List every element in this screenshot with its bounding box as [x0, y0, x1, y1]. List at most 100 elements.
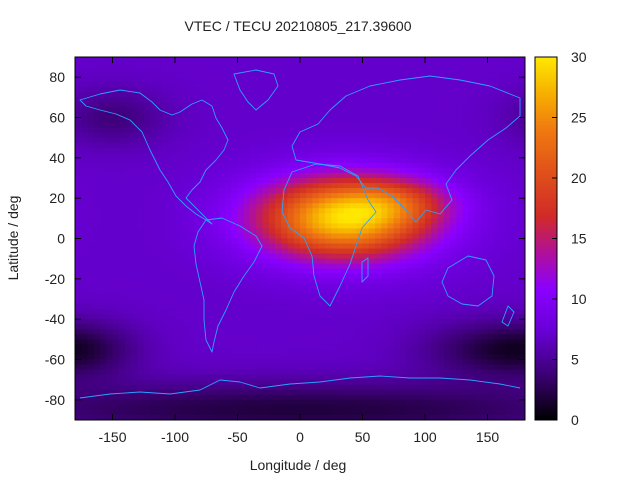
heatmap-cell	[231, 344, 239, 351]
heatmap-cell	[87, 87, 95, 93]
heatmap-cell	[281, 329, 289, 335]
heatmap-cell	[275, 293, 282, 300]
heatmap-cell	[150, 349, 157, 356]
heatmap-cell	[137, 359, 145, 366]
heatmap-cell	[493, 299, 501, 305]
heatmap-cell	[468, 293, 476, 300]
heatmap-cell	[162, 253, 170, 260]
heatmap-cell	[212, 258, 220, 265]
heatmap-cell	[412, 77, 420, 83]
heatmap-cell	[162, 258, 170, 265]
heatmap-cell	[225, 87, 232, 93]
heatmap-cell	[381, 268, 389, 275]
heatmap-cell	[475, 97, 482, 103]
heatmap-cell	[87, 404, 95, 411]
heatmap-cell	[406, 379, 414, 386]
heatmap-cell	[150, 122, 157, 129]
heatmap-cell	[193, 319, 201, 325]
heatmap-cell	[175, 198, 182, 204]
heatmap-cell	[393, 283, 401, 290]
heatmap-cell	[87, 374, 95, 381]
heatmap-cell	[100, 198, 107, 204]
heatmap-cell	[518, 107, 525, 114]
heatmap-cell	[112, 263, 120, 270]
heatmap-cell	[75, 394, 82, 401]
heatmap-cell	[87, 299, 95, 305]
heatmap-cell	[250, 354, 257, 361]
heatmap-cell	[306, 188, 314, 194]
heatmap-cell	[431, 394, 439, 401]
heatmap-cell	[131, 97, 139, 103]
heatmap-cell	[293, 92, 301, 98]
heatmap-cell	[106, 299, 114, 305]
heatmap-cell	[262, 258, 270, 265]
heatmap-cell	[518, 57, 525, 63]
heatmap-cell	[150, 399, 157, 406]
heatmap-cell	[487, 329, 495, 335]
heatmap-cell	[87, 369, 95, 376]
heatmap-cell	[506, 263, 514, 270]
heatmap-cell	[318, 309, 326, 315]
heatmap-cell	[125, 178, 132, 184]
heatmap-cell	[418, 188, 426, 194]
heatmap-cell	[475, 248, 482, 255]
heatmap-cell	[200, 62, 207, 68]
heatmap-cell	[187, 369, 195, 376]
heatmap-cell	[368, 122, 376, 129]
heatmap-cell	[93, 394, 101, 401]
heatmap-cell	[337, 152, 345, 159]
heatmap-cell	[268, 67, 276, 73]
heatmap-cell	[443, 67, 451, 73]
heatmap-cell	[87, 72, 95, 78]
heatmap-cell	[212, 112, 220, 119]
heatmap-cell	[168, 137, 176, 144]
heatmap-cell	[275, 122, 282, 129]
heatmap-cell	[425, 263, 432, 270]
heatmap-cell	[362, 218, 370, 224]
heatmap-cell	[81, 112, 89, 119]
heatmap-cell	[318, 162, 326, 169]
heatmap-cell	[100, 77, 107, 83]
heatmap-cell	[237, 394, 245, 401]
heatmap-cell	[256, 293, 264, 300]
heatmap-cell	[462, 384, 470, 391]
heatmap-cell	[512, 188, 520, 194]
heatmap-cell	[343, 218, 351, 224]
heatmap-cell	[112, 253, 120, 260]
heatmap-cell	[93, 72, 101, 78]
heatmap-cell	[300, 77, 307, 83]
heatmap-cell	[187, 394, 195, 401]
heatmap-cell	[325, 178, 332, 184]
heatmap-cell	[237, 213, 245, 219]
heatmap-cell	[293, 213, 301, 219]
heatmap-cell	[287, 354, 295, 361]
heatmap-cell	[493, 132, 501, 139]
heatmap-cell	[450, 162, 457, 169]
heatmap-cell	[512, 112, 520, 119]
heatmap-cell	[468, 268, 476, 275]
heatmap-cell	[350, 384, 357, 391]
heatmap-cell	[375, 147, 382, 154]
heatmap-cell	[343, 339, 351, 345]
heatmap-cell	[437, 172, 445, 179]
heatmap-cell	[518, 178, 525, 184]
heatmap-cell	[331, 203, 339, 209]
heatmap-cell	[87, 389, 95, 396]
heatmap-cell	[237, 283, 245, 290]
heatmap-cell	[150, 394, 157, 401]
heatmap-cell	[275, 82, 282, 88]
heatmap-cell	[362, 167, 370, 174]
heatmap-cell	[187, 278, 195, 285]
heatmap-cell	[112, 162, 120, 169]
heatmap-cell	[118, 399, 126, 406]
heatmap-cell	[212, 203, 220, 209]
heatmap-cell	[268, 354, 276, 361]
heatmap-cell	[287, 142, 295, 149]
heatmap-cell	[425, 62, 432, 68]
heatmap-cell	[93, 137, 101, 144]
heatmap-cell	[93, 97, 101, 103]
heatmap-cell	[475, 152, 482, 159]
heatmap-cell	[143, 374, 151, 381]
heatmap-cell	[287, 112, 295, 119]
heatmap-cell	[406, 218, 414, 224]
